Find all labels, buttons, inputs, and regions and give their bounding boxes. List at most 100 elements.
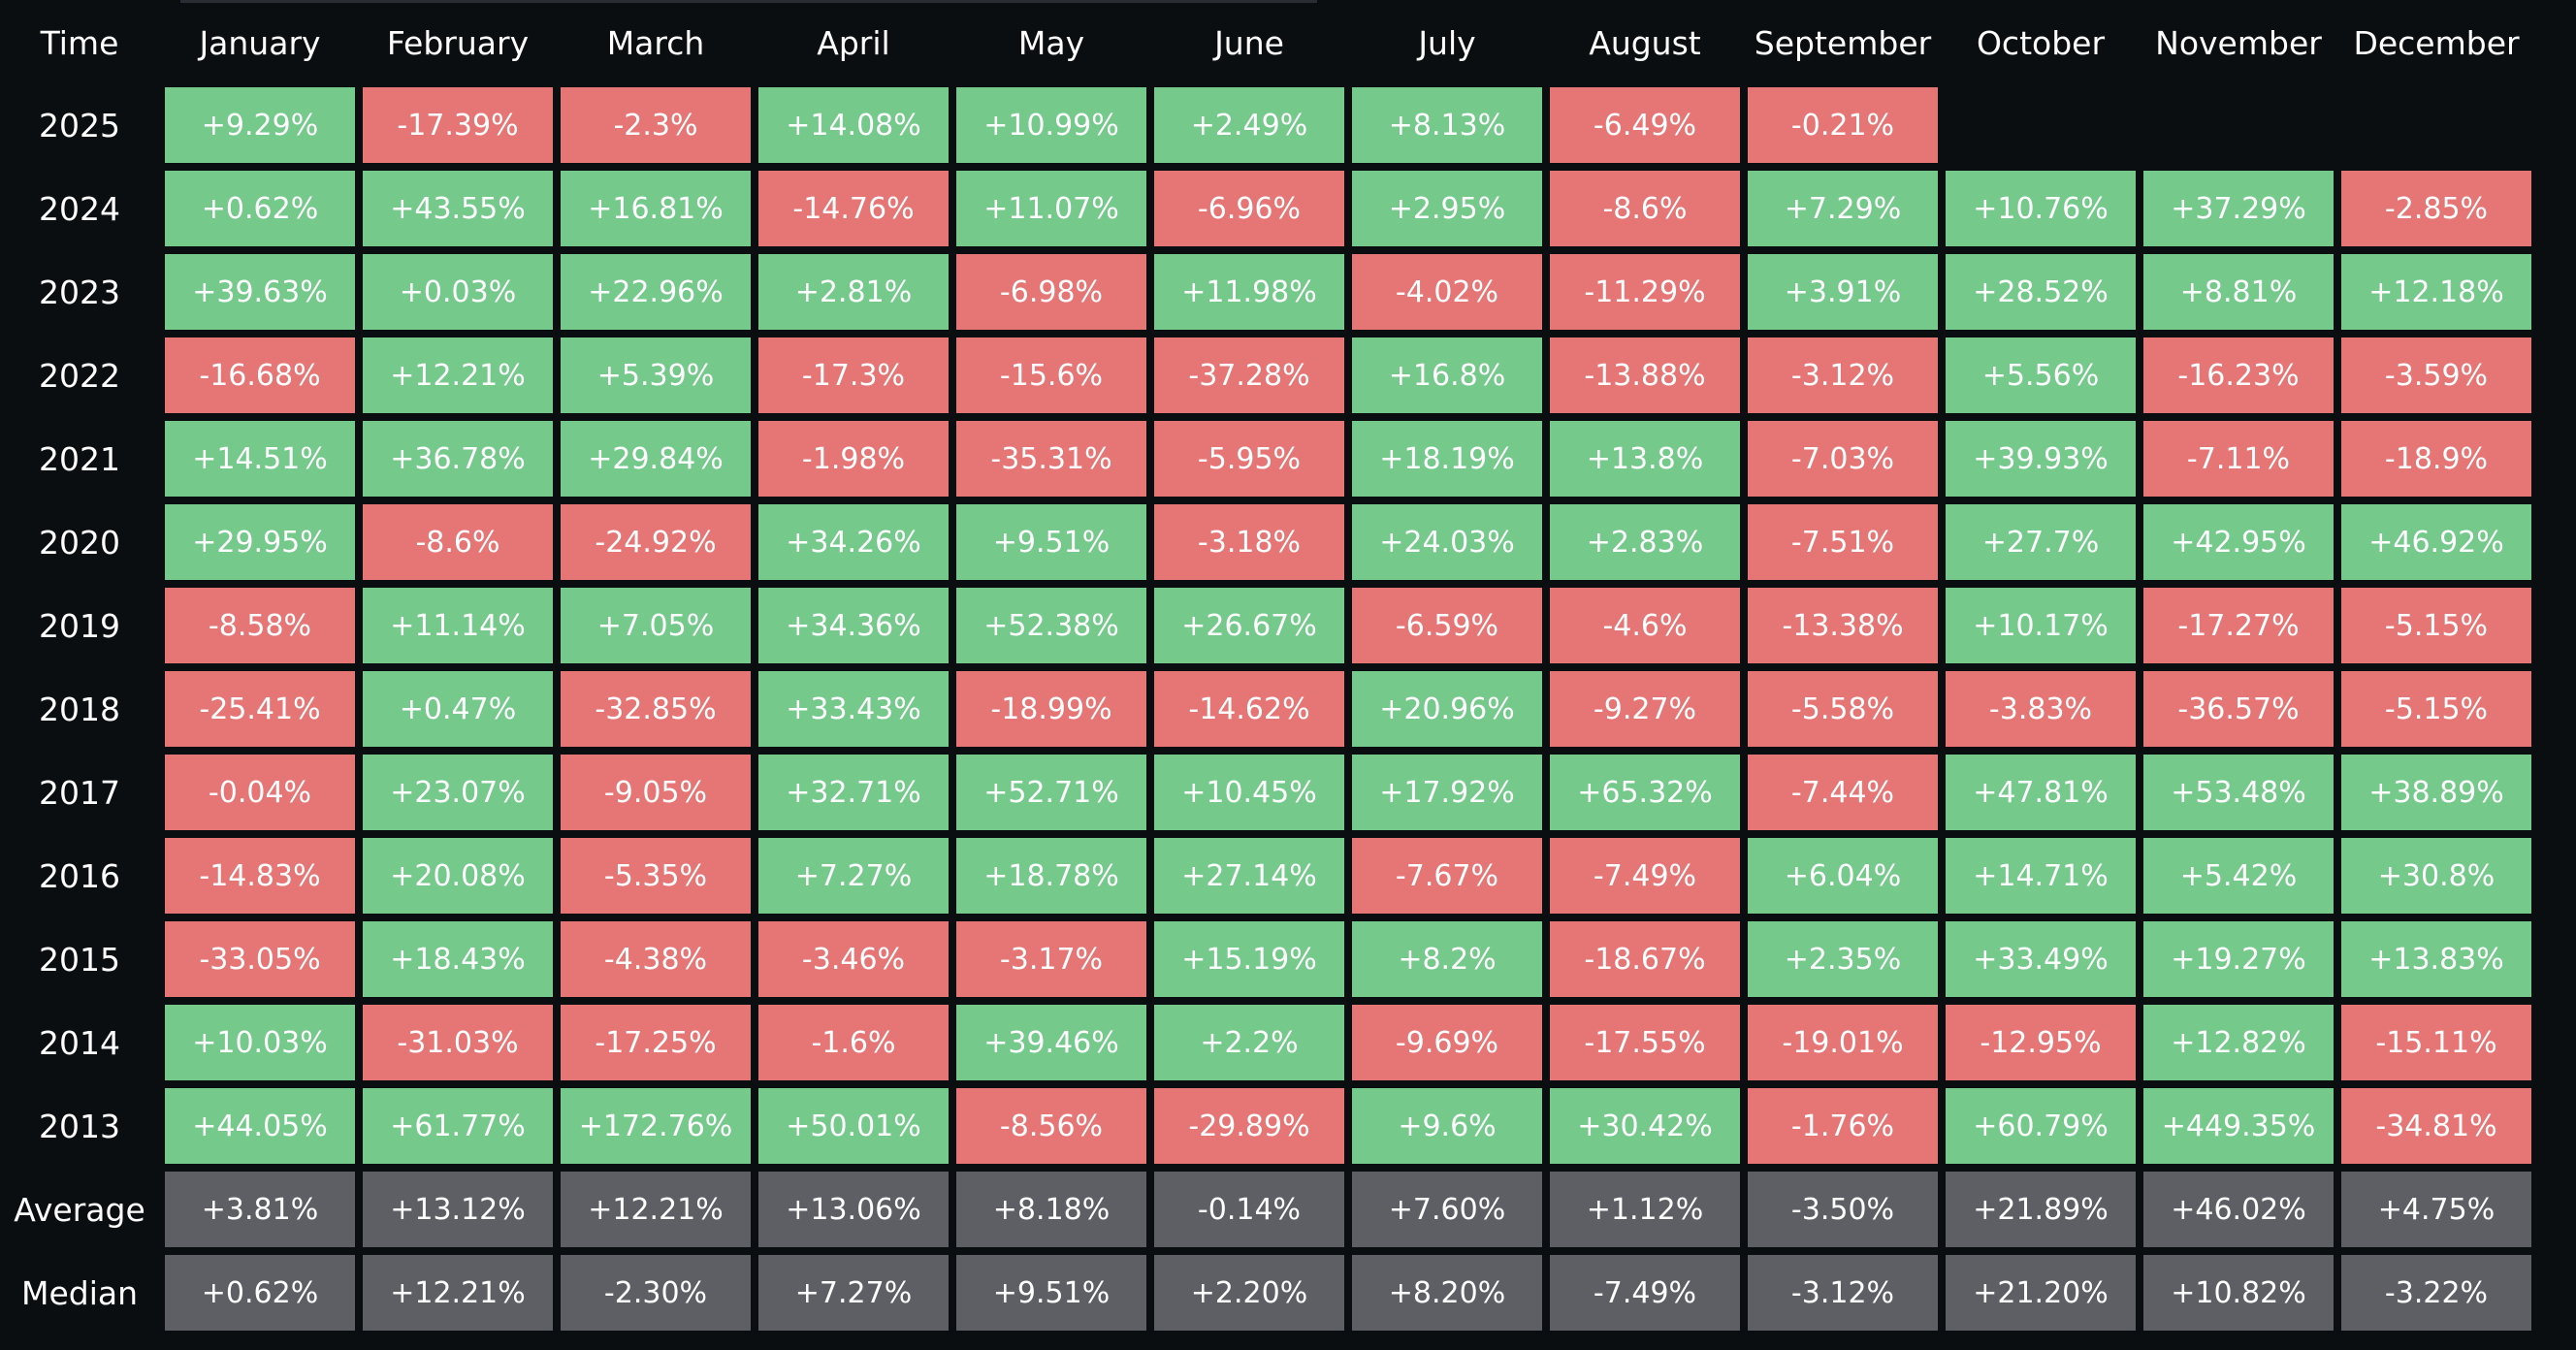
cell-2018-september: -5.58% (1746, 669, 1940, 749)
cell-2024-april: -14.76% (757, 169, 950, 248)
cell-average-october: +21.89% (1944, 1170, 2138, 1249)
cell-2014-october: -12.95% (1944, 1003, 2138, 1082)
cell-2016-april: +7.27% (757, 836, 950, 916)
cell-2017-january: -0.04% (163, 753, 357, 832)
row-label-median: Median (20, 1273, 139, 1312)
cell-2023-february: +0.03% (361, 252, 555, 332)
column-header-october: October (1976, 23, 2106, 62)
cell-2023-january: +39.63% (163, 252, 357, 332)
cell-2016-january: -14.83% (163, 836, 357, 916)
row-label-2020: 2020 (39, 523, 120, 562)
cell-2016-june: +27.14% (1152, 836, 1346, 916)
cell-2023-may: -6.98% (954, 252, 1148, 332)
cell-2015-march: -4.38% (559, 919, 753, 999)
cell-2013-october: +60.79% (1944, 1086, 2138, 1166)
cell-2015-july: +8.2% (1350, 919, 1544, 999)
cell-2024-november: +37.29% (2141, 169, 2335, 248)
cell-2023-september: +3.91% (1746, 252, 1940, 332)
cell-2018-may: -18.99% (954, 669, 1148, 749)
cell-2017-june: +10.45% (1152, 753, 1346, 832)
cell-2014-december: -15.11% (2339, 1003, 2533, 1082)
row-label-2022: 2022 (39, 356, 120, 395)
cell-median-june: +2.20% (1152, 1253, 1346, 1333)
cell-2017-february: +23.07% (361, 753, 555, 832)
cell-2017-september: -7.44% (1746, 753, 1940, 832)
cell-2018-march: -32.85% (559, 669, 753, 749)
cell-2021-may: -35.31% (954, 419, 1148, 498)
cell-2016-august: -7.49% (1548, 836, 1742, 916)
cell-2016-september: +6.04% (1746, 836, 1940, 916)
cell-average-february: +13.12% (361, 1170, 555, 1249)
cell-2014-november: +12.82% (2141, 1003, 2335, 1082)
cell-2018-october: -3.83% (1944, 669, 2138, 749)
cell-2021-december: -18.9% (2339, 419, 2533, 498)
cell-average-april: +13.06% (757, 1170, 950, 1249)
cell-2016-february: +20.08% (361, 836, 555, 916)
cell-2014-february: -31.03% (361, 1003, 555, 1082)
cell-2019-january: -8.58% (163, 586, 357, 665)
cell-2015-august: -18.67% (1548, 919, 1742, 999)
cell-median-november: +10.82% (2141, 1253, 2335, 1333)
cell-2024-september: +7.29% (1746, 169, 1940, 248)
cell-2016-december: +30.8% (2339, 836, 2533, 916)
cell-average-january: +3.81% (163, 1170, 357, 1249)
cell-average-august: +1.12% (1548, 1170, 1742, 1249)
cell-2019-july: -6.59% (1350, 586, 1544, 665)
cell-2022-november: -16.23% (2141, 336, 2335, 415)
cell-average-july: +7.60% (1350, 1170, 1544, 1249)
cell-2013-june: -29.89% (1152, 1086, 1346, 1166)
cell-2020-december: +46.92% (2339, 502, 2533, 582)
cell-2013-november: +449.35% (2141, 1086, 2335, 1166)
cell-2014-june: +2.2% (1152, 1003, 1346, 1082)
cell-2016-july: -7.67% (1350, 836, 1544, 916)
cell-2019-june: +26.67% (1152, 586, 1346, 665)
cell-2020-april: +34.26% (757, 502, 950, 582)
cell-2024-august: -8.6% (1548, 169, 1742, 248)
cell-2021-september: -7.03% (1746, 419, 1940, 498)
cell-2023-october: +28.52% (1944, 252, 2138, 332)
cell-2024-january: +0.62% (163, 169, 357, 248)
cell-2020-october: +27.7% (1944, 502, 2138, 582)
cell-median-october: +21.20% (1944, 1253, 2138, 1333)
cell-2022-october: +5.56% (1944, 336, 2138, 415)
cell-2015-january: -33.05% (163, 919, 357, 999)
cell-2024-december: -2.85% (2339, 169, 2533, 248)
cell-2023-november: +8.81% (2141, 252, 2335, 332)
cell-2014-march: -17.25% (559, 1003, 753, 1082)
cell-median-july: +8.20% (1350, 1253, 1544, 1333)
cell-2023-april: +2.81% (757, 252, 950, 332)
cell-2022-february: +12.21% (361, 336, 555, 415)
cell-2021-august: +13.8% (1548, 419, 1742, 498)
cell-median-may: +9.51% (954, 1253, 1148, 1333)
cell-2021-march: +29.84% (559, 419, 753, 498)
cell-2017-july: +17.92% (1350, 753, 1544, 832)
cell-2022-june: -37.28% (1152, 336, 1346, 415)
cell-2016-october: +14.71% (1944, 836, 2138, 916)
column-header-february: February (386, 23, 530, 62)
cell-2025-september: -0.21% (1746, 85, 1940, 165)
cell-2018-july: +20.96% (1350, 669, 1544, 749)
cell-2019-april: +34.36% (757, 586, 950, 665)
cell-2025-january: +9.29% (163, 85, 357, 165)
cell-median-december: -3.22% (2339, 1253, 2533, 1333)
cell-2019-march: +7.05% (559, 586, 753, 665)
cell-2023-december: +12.18% (2339, 252, 2533, 332)
cell-2018-november: -36.57% (2141, 669, 2335, 749)
cell-2020-august: +2.83% (1548, 502, 1742, 582)
cell-median-september: -3.12% (1746, 1253, 1940, 1333)
cell-2017-may: +52.71% (954, 753, 1148, 832)
cell-2015-june: +15.19% (1152, 919, 1346, 999)
cell-average-march: +12.21% (559, 1170, 753, 1249)
row-label-2013: 2013 (39, 1107, 120, 1145)
row-label-2015: 2015 (39, 940, 120, 979)
cell-2020-june: -3.18% (1152, 502, 1346, 582)
column-header-september: September (1754, 23, 1932, 62)
column-header-august: August (1589, 23, 1701, 62)
column-header-december: December (2353, 23, 2520, 62)
cell-2015-february: +18.43% (361, 919, 555, 999)
row-label-2016: 2016 (39, 856, 120, 895)
cell-2013-april: +50.01% (757, 1086, 950, 1166)
cell-2015-may: -3.17% (954, 919, 1148, 999)
cell-2022-march: +5.39% (559, 336, 753, 415)
cell-2018-august: -9.27% (1548, 669, 1742, 749)
